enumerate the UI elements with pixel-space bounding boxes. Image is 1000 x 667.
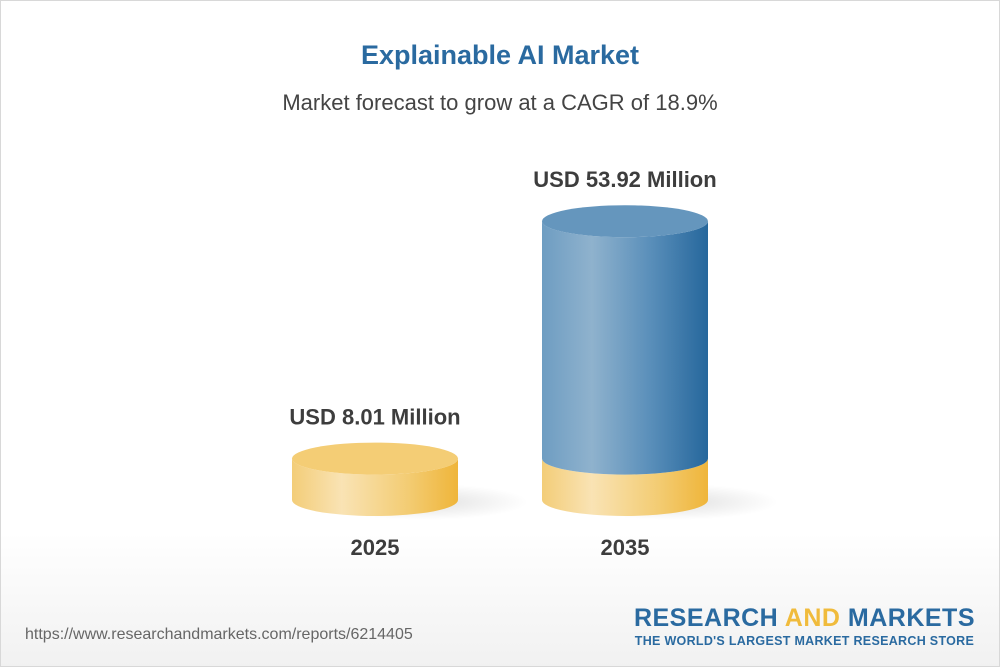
cylinder-growth-segment-2035 <box>542 221 708 475</box>
cylinder-top-2025 <box>292 442 458 475</box>
chart-subtitle: Market forecast to grow at a CAGR of 18.… <box>282 90 718 115</box>
category-label: 2025 <box>351 535 400 560</box>
cylinder-chart: USD 8.01 Million 2025 USD 53.92 Million 203… <box>289 167 778 560</box>
cylinder-top-2035 <box>542 205 708 238</box>
data-label: USD 8.01 Million <box>289 405 460 430</box>
data-label: USD 53.92 Million <box>533 167 716 192</box>
research-and-markets-logo: RESEARCH AND MARKETS THE WORLD'S LARGEST… <box>633 604 975 648</box>
source-url[interactable]: https://www.researchandmarkets.com/repor… <box>25 626 413 643</box>
cylinder-base-segment-2025 <box>292 458 458 516</box>
category-label: 2035 <box>601 535 650 560</box>
chart-title: Explainable AI Market <box>360 40 640 70</box>
cylinder-base-segment-2035 <box>542 458 708 516</box>
